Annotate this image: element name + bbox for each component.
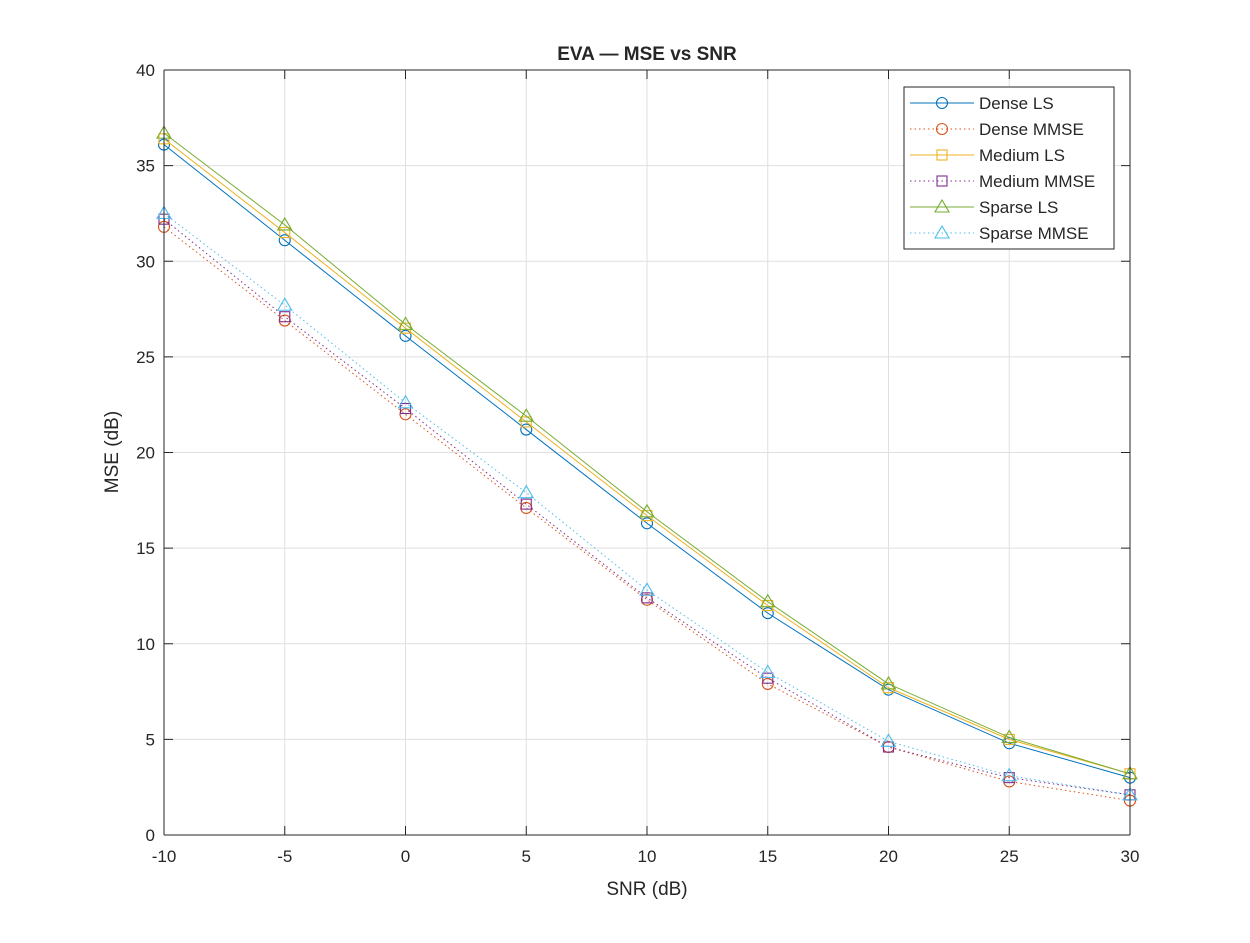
legend-label: Dense MMSE	[979, 120, 1084, 139]
data-point	[882, 741, 895, 753]
axes	[163, 69, 1131, 836]
data-point	[397, 316, 414, 330]
chart-title: EVA — MSE vs SNR	[557, 44, 737, 65]
legend-entry: Medium MMSE	[910, 172, 1095, 191]
data-point	[761, 607, 774, 620]
y-tick-label: 35	[136, 157, 155, 176]
data-point	[639, 503, 655, 518]
y-tick-label: 0	[146, 826, 155, 845]
legend-entry: Dense MMSE	[910, 120, 1084, 139]
data-point	[640, 517, 654, 530]
series-line	[163, 226, 1131, 802]
data-point	[934, 198, 950, 213]
data-point	[641, 592, 653, 604]
y-axis-label: MSE (dB)	[102, 411, 123, 493]
tick-labels: -10 -5 0 5 10 15 20 25 30 0 5 10 15 20 25 30 35 40	[136, 61, 1139, 866]
x-tick-label: 30	[1121, 847, 1140, 866]
data-point	[759, 593, 776, 608]
x-tick-label: -5	[277, 847, 292, 866]
legend-box	[903, 86, 1115, 250]
data-point	[936, 149, 948, 161]
y-tick-label: 10	[136, 635, 155, 654]
data-point	[1001, 767, 1018, 782]
data-point	[880, 733, 897, 747]
series-line	[163, 213, 1131, 796]
data-point	[935, 122, 949, 136]
data-point	[399, 329, 412, 342]
data-point	[882, 682, 895, 694]
data-point	[936, 175, 948, 187]
data-point	[520, 498, 532, 510]
x-tick-label: 20	[879, 847, 898, 866]
series-sparse-mmse	[156, 205, 1138, 801]
legend-entry: Sparse MMSE	[910, 224, 1089, 243]
data-point	[278, 234, 291, 247]
data-point	[759, 664, 776, 678]
data-point	[279, 311, 291, 323]
y-tick-label: 20	[136, 444, 155, 463]
data-point	[399, 402, 412, 415]
x-axis-label: SNR (dB)	[606, 879, 687, 900]
data-point	[762, 672, 774, 684]
legend-label: Medium LS	[979, 146, 1065, 165]
legend-entry: Medium LS	[910, 146, 1065, 165]
x-tick-label: 0	[401, 847, 410, 866]
x-tick-label: 15	[758, 847, 777, 866]
legend-label: Medium MMSE	[979, 172, 1095, 191]
legend-entry: Sparse LS	[910, 198, 1058, 217]
legend-label: Sparse LS	[979, 198, 1058, 217]
data-point	[276, 216, 293, 231]
y-tick-label: 25	[136, 348, 155, 367]
legend: Dense LS Dense MMSE Medium LS Medium MMSE Sp…	[903, 86, 1115, 250]
data-point	[1001, 729, 1018, 744]
series-line	[163, 144, 1131, 779]
y-tick-label: 40	[136, 61, 155, 80]
y-tick-label: 5	[146, 730, 155, 749]
data-point	[520, 416, 532, 428]
data-point	[518, 484, 535, 499]
x-tick-label: 5	[522, 847, 531, 866]
y-tick-label: 15	[136, 539, 155, 558]
data-point	[397, 394, 414, 409]
legend-label: Sparse MMSE	[979, 224, 1089, 243]
x-tick-label: -10	[152, 847, 177, 866]
data-point	[520, 423, 533, 436]
data-point	[761, 677, 774, 690]
data-point	[639, 582, 655, 596]
data-point	[935, 96, 949, 110]
y-tick-label: 30	[136, 252, 155, 271]
data-point	[934, 224, 950, 239]
data-point	[518, 408, 535, 422]
legend-label: Dense LS	[979, 94, 1054, 113]
data-point	[276, 297, 293, 311]
data-point	[880, 675, 897, 690]
x-tick-label: 10	[638, 847, 657, 866]
series-line	[163, 138, 1131, 775]
legend-entry: Dense LS	[910, 94, 1054, 113]
data-point	[279, 227, 291, 239]
series-line	[163, 132, 1131, 775]
x-tick-label: 25	[1000, 847, 1019, 866]
